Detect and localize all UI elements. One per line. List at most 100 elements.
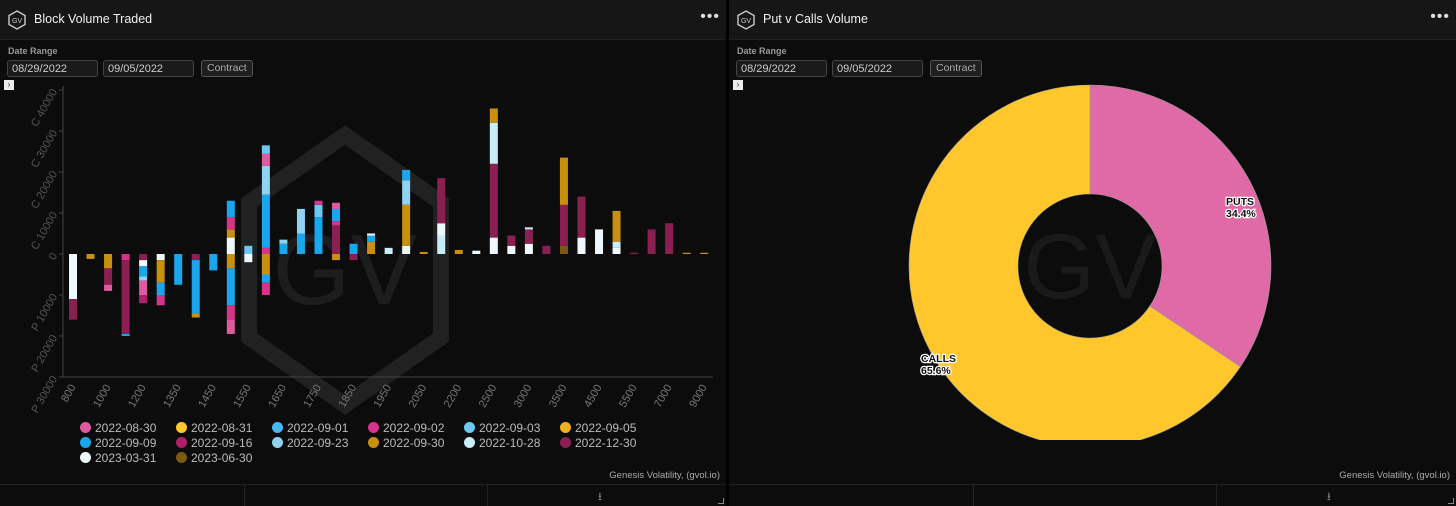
bar-segment[interactable] [612, 241, 621, 248]
bar-segment[interactable] [437, 235, 446, 254]
bar-segment[interactable] [261, 282, 270, 295]
bar-segment[interactable] [314, 204, 323, 218]
legend-item[interactable]: 2022-10-28 [464, 436, 540, 450]
start-date-input[interactable] [736, 60, 827, 77]
bar-segment[interactable] [139, 295, 148, 304]
bar-segment[interactable] [577, 196, 586, 238]
legend-item[interactable]: 2022-09-05 [560, 421, 636, 435]
legend-item[interactable]: 2022-09-23 [272, 436, 348, 450]
bar-segment[interactable] [402, 204, 411, 246]
bar-segment[interactable] [314, 200, 323, 205]
legend-item[interactable]: 2022-08-30 [80, 421, 156, 435]
bar-segment[interactable] [559, 157, 568, 205]
bar-segment[interactable] [349, 254, 358, 261]
bar-segment[interactable] [332, 225, 341, 254]
bar-segment[interactable] [191, 313, 200, 318]
bar-segment[interactable] [261, 254, 270, 275]
bar-segment[interactable] [559, 204, 568, 246]
bar-segment[interactable] [261, 274, 270, 283]
bar-segment[interactable] [226, 268, 235, 306]
bar-segment[interactable] [174, 254, 183, 285]
bar-segment[interactable] [191, 260, 200, 314]
legend-item[interactable]: 2022-12-30 [560, 436, 636, 450]
bar-segment[interactable] [489, 163, 498, 238]
bar-segment[interactable] [69, 254, 77, 300]
bar-segment[interactable] [226, 319, 235, 334]
contract-button[interactable]: Contract [201, 60, 253, 77]
end-date-input[interactable] [103, 60, 194, 77]
legend-item[interactable]: 2022-09-16 [176, 436, 252, 450]
bar-segment[interactable] [314, 217, 323, 254]
bar-segment[interactable] [367, 235, 376, 242]
bar-segment[interactable] [104, 268, 113, 285]
bar-segment[interactable] [279, 239, 288, 244]
bar-segment[interactable] [595, 229, 604, 254]
bar-segment[interactable] [507, 235, 516, 246]
bar-segment[interactable] [261, 165, 270, 195]
legend-item[interactable]: 2022-09-02 [368, 421, 444, 435]
donut-slice-puts[interactable] [1089, 84, 1272, 368]
bar-segment[interactable] [507, 245, 516, 254]
bar-segment[interactable] [104, 284, 113, 291]
bar-segment[interactable] [612, 247, 621, 254]
bar-segment[interactable] [261, 194, 270, 248]
bar-segment[interactable] [524, 243, 533, 254]
bar-segment[interactable] [226, 305, 235, 320]
bar-segment[interactable] [244, 245, 253, 254]
bar-segment[interactable] [226, 237, 235, 254]
bar-segment[interactable] [577, 237, 586, 254]
bar-segment[interactable] [630, 252, 639, 254]
more-horizontal-icon[interactable]: ••• [700, 8, 720, 25]
bar-segment[interactable] [332, 208, 341, 222]
bar-segment[interactable] [700, 252, 709, 254]
bar-segment[interactable] [104, 254, 113, 269]
bar-segment[interactable] [209, 254, 218, 271]
legend-item[interactable]: 2023-03-31 [80, 451, 156, 465]
bar-segment[interactable] [156, 295, 165, 306]
bar-segment[interactable] [665, 223, 674, 254]
bar-segment[interactable] [489, 108, 498, 123]
bar-segment[interactable] [226, 217, 235, 230]
bar-segment[interactable] [226, 200, 235, 218]
legend-item[interactable]: 2022-09-09 [80, 436, 156, 450]
bar-segment[interactable] [121, 260, 130, 334]
bar-segment[interactable] [69, 299, 77, 320]
bar-segment[interactable] [454, 249, 463, 254]
bar-segment[interactable] [226, 229, 235, 238]
bar-segment[interactable] [86, 254, 95, 259]
bar-segment[interactable] [191, 254, 200, 261]
bar-segment[interactable] [332, 254, 341, 261]
bar-segment[interactable] [472, 250, 481, 254]
bar-segment[interactable] [682, 252, 691, 254]
legend-item[interactable]: 2022-09-01 [272, 421, 348, 435]
bar-segment[interactable] [139, 276, 148, 281]
bar-segment[interactable] [524, 227, 533, 230]
expand-arrow-icon[interactable]: › [4, 80, 14, 90]
donut-slice-calls[interactable] [908, 84, 1241, 440]
bar-segment[interactable] [156, 254, 165, 261]
contract-button[interactable]: Contract [930, 60, 982, 77]
download-icon[interactable]: ⭳ [1327, 491, 1331, 503]
bar-segment[interactable] [296, 208, 305, 234]
resize-handle-icon[interactable] [1448, 498, 1454, 504]
bar-segment[interactable] [279, 243, 288, 254]
bar-segment[interactable] [437, 223, 446, 236]
bar-segment[interactable] [156, 282, 165, 295]
bar-segment[interactable] [384, 247, 393, 254]
resize-handle-icon[interactable] [718, 498, 724, 504]
bar-segment[interactable] [296, 233, 305, 255]
bar-segment[interactable] [489, 237, 498, 254]
bar-segment[interactable] [489, 122, 498, 164]
bar-segment[interactable] [437, 178, 446, 224]
bar-segment[interactable] [121, 254, 130, 261]
bar-segment[interactable] [226, 254, 235, 269]
legend-item[interactable]: 2022-09-03 [464, 421, 540, 435]
bar-segment[interactable] [261, 153, 270, 166]
expand-arrow-icon[interactable]: › [733, 80, 743, 90]
bar-segment[interactable] [139, 280, 148, 295]
bar-segment[interactable] [139, 254, 148, 261]
download-icon[interactable]: ⭳ [598, 491, 602, 503]
bar-segment[interactable] [349, 243, 358, 254]
bar-segment[interactable] [244, 254, 253, 263]
bar-segment[interactable] [332, 221, 341, 226]
